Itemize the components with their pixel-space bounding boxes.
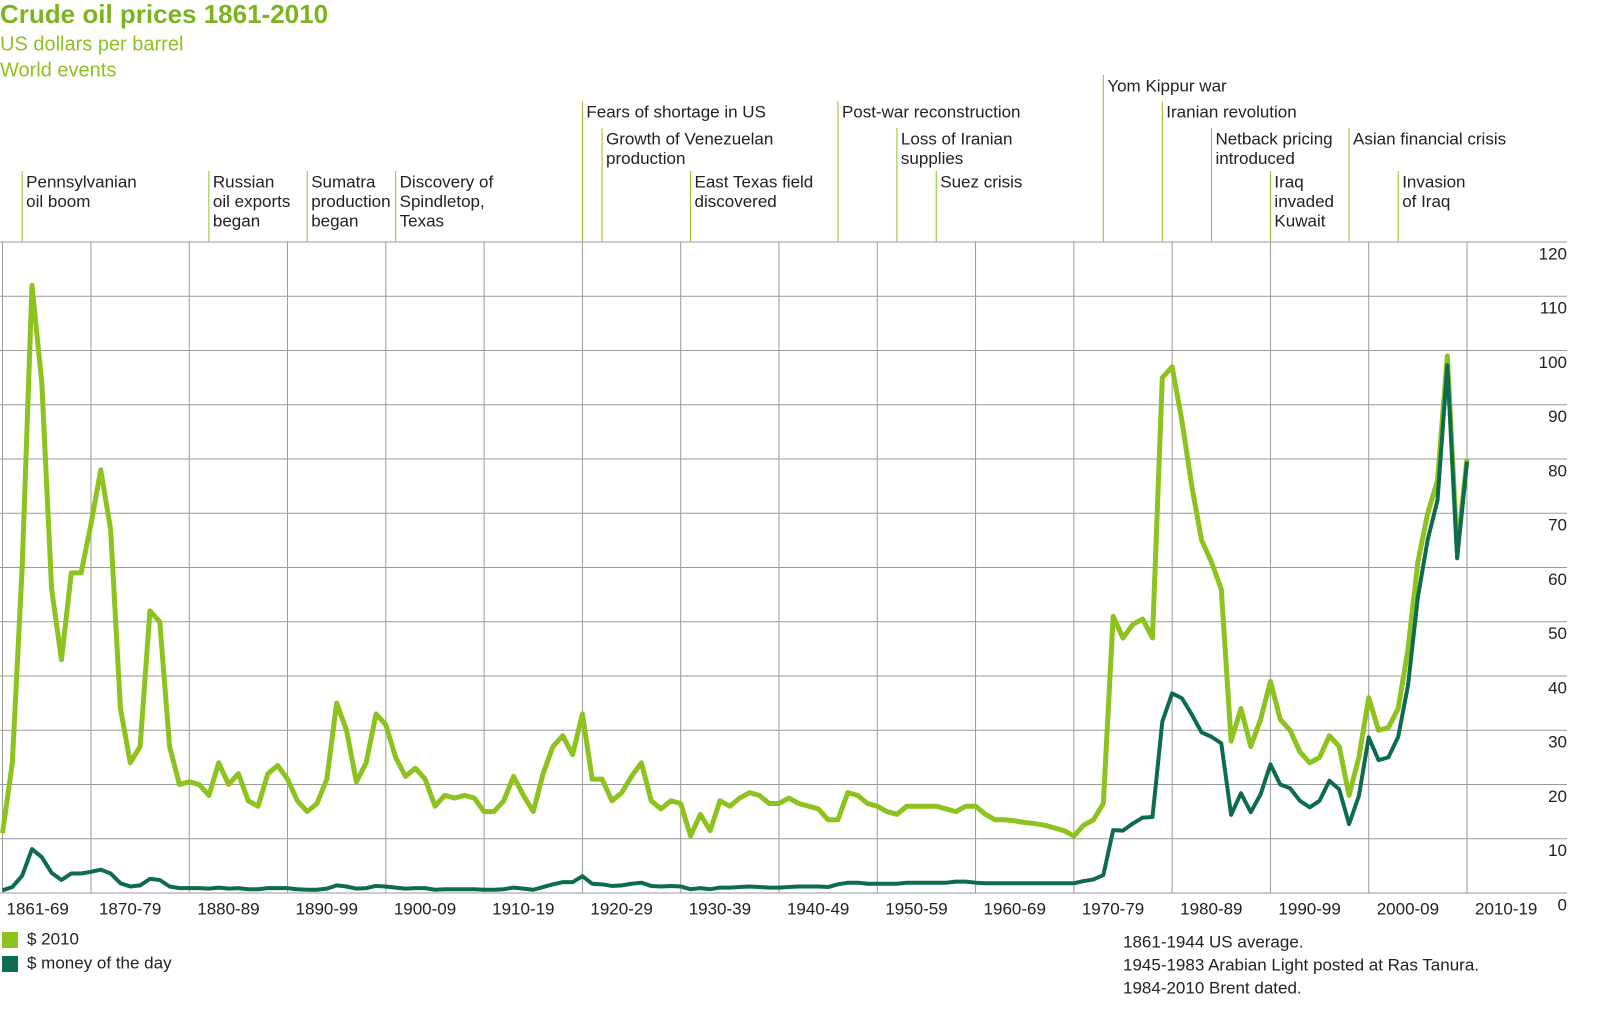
event-label: Texas — [400, 211, 444, 230]
x-tick-label: 2000-09 — [1377, 899, 1439, 918]
event-label: began — [311, 211, 358, 230]
event-label: invaded — [1274, 192, 1334, 211]
event-label: production — [606, 149, 685, 168]
x-tick-label: 1861-69 — [7, 899, 69, 918]
y-tick-label: 120 — [1539, 244, 1567, 263]
event-label: of Iraq — [1402, 192, 1450, 211]
legend-label: $ 2010 — [27, 929, 79, 948]
event-label: introduced — [1215, 149, 1294, 168]
x-tick-label: 1990-99 — [1278, 899, 1340, 918]
y-tick-label: 0 — [1558, 895, 1567, 914]
note: 1984-2010 Brent dated. — [1123, 978, 1302, 997]
event-label: discovered — [695, 192, 777, 211]
event-label: East Texas field — [695, 172, 814, 191]
event-label: Suez crisis — [940, 172, 1022, 191]
event-label: Kuwait — [1274, 211, 1325, 230]
legend-swatch — [2, 932, 18, 948]
y-tick-label: 10 — [1548, 841, 1567, 860]
event-label: Russian — [213, 172, 274, 191]
y-tick-label: 110 — [1540, 299, 1567, 318]
x-tick-label: 2010-19 — [1475, 899, 1537, 918]
series-line — [0, 282, 1470, 839]
event-label: Asian financial crisis — [1353, 129, 1506, 148]
event-label: Sumatra — [311, 172, 376, 191]
event-label: Spindletop, — [400, 192, 485, 211]
event-label: Loss of Iranian — [901, 129, 1013, 148]
series-line — [1, 363, 1469, 893]
note: 1861-1944 US average. — [1123, 932, 1304, 951]
event-label: began — [213, 211, 260, 230]
x-tick-label: 1930-39 — [689, 899, 751, 918]
legend-label: $ money of the day — [27, 953, 172, 972]
event-label: supplies — [901, 149, 963, 168]
event-label: Fears of shortage in US — [586, 102, 766, 121]
y-tick-label: 80 — [1548, 461, 1567, 480]
x-tick-label: 1920-29 — [590, 899, 652, 918]
chart-title: Crude oil prices 1861-2010 — [0, 0, 328, 29]
legend-swatch — [2, 956, 18, 972]
event-label: Yom Kippur war — [1107, 76, 1227, 95]
x-tick-label: 1950-59 — [885, 899, 947, 918]
event-label: Discovery of — [400, 172, 494, 191]
y-tick-label: 60 — [1548, 570, 1567, 589]
event-label: Netback pricing — [1215, 129, 1332, 148]
y-tick-label: 70 — [1548, 516, 1567, 535]
y-tick-label: 50 — [1548, 624, 1567, 643]
x-tick-label: 1870-79 — [99, 899, 161, 918]
x-tick-label: 1910-19 — [492, 899, 554, 918]
x-tick-label: 1970-79 — [1082, 899, 1144, 918]
event-label: Iraq — [1274, 172, 1303, 191]
event-label: Pennsylvanian — [26, 172, 137, 191]
y-tick-label: 100 — [1539, 353, 1567, 372]
y-tick-label: 40 — [1548, 678, 1567, 697]
x-tick-label: 1980-89 — [1180, 899, 1242, 918]
x-tick-label: 1960-69 — [984, 899, 1046, 918]
events-label: World events — [0, 59, 116, 81]
subtitle: US dollars per barrel — [0, 33, 183, 55]
y-tick-label: 30 — [1548, 733, 1567, 752]
note: 1945-1983 Arabian Light posted at Ras Ta… — [1123, 955, 1479, 974]
x-tick-label: 1900-09 — [394, 899, 456, 918]
event-label: oil boom — [26, 192, 90, 211]
y-tick-label: 20 — [1548, 787, 1567, 806]
event-label: oil exports — [213, 192, 290, 211]
event-label: Growth of Venezuelan — [606, 129, 773, 148]
x-tick-label: 1880-89 — [197, 899, 259, 918]
event-label: production — [311, 192, 390, 211]
x-tick-label: 1890-99 — [296, 899, 358, 918]
event-label: Iranian revolution — [1166, 102, 1296, 121]
x-tick-label: 1940-49 — [787, 899, 849, 918]
event-label: Post-war reconstruction — [842, 102, 1021, 121]
y-tick-label: 90 — [1548, 407, 1567, 426]
event-label: Invasion — [1402, 172, 1465, 191]
